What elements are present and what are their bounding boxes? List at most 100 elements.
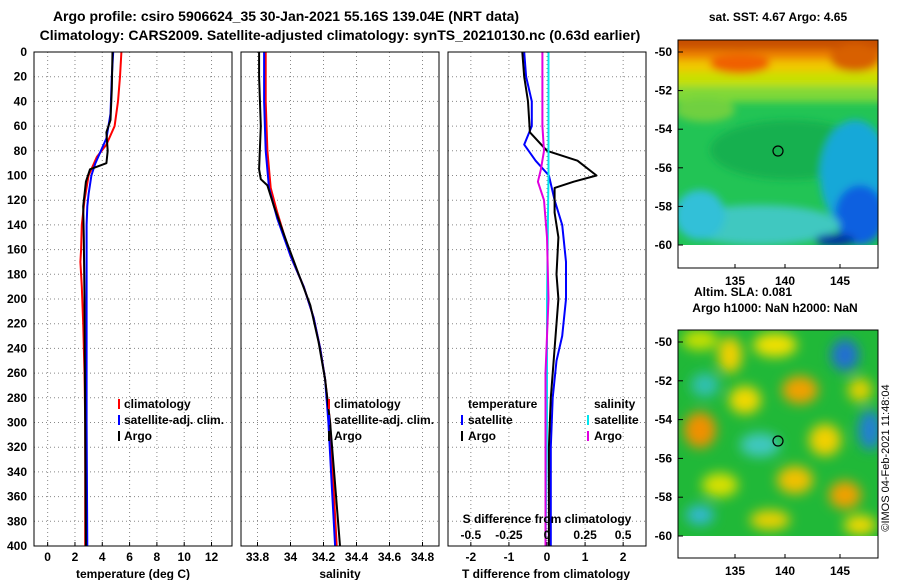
x-tick-label: -1 <box>504 550 515 564</box>
x-tick-label: 34.2 <box>312 550 336 564</box>
sst-map-lat-ticks: -50 -52 -54 -56 -58 -60 <box>655 45 683 252</box>
x-tick-label: 4 <box>99 550 106 564</box>
lat-tick-label: -58 <box>655 490 673 504</box>
depth-tick-label: 20 <box>14 70 28 84</box>
legend-swatch-satellite <box>118 415 120 425</box>
legend-swatch-s-satellite <box>587 415 589 425</box>
depth-tick-label: 340 <box>7 465 27 479</box>
difference-s-ticks: -0.5 -0.25 0 0.25 0.5 <box>461 528 632 542</box>
temperature-legend: climatology satellite-adj. clim. Argo <box>118 397 224 443</box>
salinity-xlabel: salinity <box>319 567 361 580</box>
lat-tick-label: -54 <box>655 413 673 427</box>
series-line-temperature-satellite <box>523 51 567 546</box>
lat-tick-label: -56 <box>655 161 673 175</box>
sst-map-frame <box>677 39 879 269</box>
x-tick-label: 33.8 <box>246 550 270 564</box>
sst-map-image <box>678 40 878 245</box>
lat-tick-label: -52 <box>655 374 673 388</box>
legend-label-t-argo: Argo <box>468 429 496 443</box>
x-tick-label: 2 <box>620 550 627 564</box>
argo-float-marker <box>772 435 784 447</box>
temperature-panel-frame <box>33 51 233 547</box>
legend-swatch-satellite <box>328 415 330 425</box>
difference-top-xlabel: S difference from climatology <box>463 512 632 526</box>
lat-tick-label: -50 <box>655 335 673 349</box>
temperature-xticks: 0 2 4 6 8 10 12 <box>44 542 219 564</box>
temperature-grid <box>34 52 232 546</box>
x-tick-label: 0 <box>44 550 51 564</box>
depth-tick-label: 40 <box>14 94 28 108</box>
difference-legend-salinity: salinity satellite Argo <box>587 397 639 443</box>
depth-tick-label: 100 <box>7 169 27 183</box>
x-tick-label: 34.8 <box>411 550 435 564</box>
x-tick-label: 34.6 <box>378 550 402 564</box>
series-line-salinity-argo <box>536 52 550 546</box>
sla-map-title-line2: Argo h1000: NaN h2000: NaN <box>692 301 857 315</box>
salinity-panel: 33.8 34 34.2 34.4 34.6 34.8 salinity climatol… <box>240 51 440 580</box>
series-line-satellite-adj-clim- <box>263 52 337 547</box>
depth-tick-label: 300 <box>7 416 27 430</box>
depth-tick-label: 160 <box>7 243 27 257</box>
depth-tick-label: 120 <box>7 193 27 207</box>
depth-tick-label: 320 <box>7 440 27 454</box>
legend-label-climatology: climatology <box>334 397 401 411</box>
legend-label-argo: Argo <box>124 429 152 443</box>
salinity-panel-frame <box>240 51 440 547</box>
lat-tick-label: -56 <box>655 451 673 465</box>
x-tick-label: 0 <box>544 550 551 564</box>
imos-credit: ©IMOS 04-Feb-2021 11:48:04 <box>880 384 892 531</box>
salinity-grid <box>241 52 439 546</box>
difference-xticks: -2 -1 0 1 2 <box>466 542 627 564</box>
x-tick-label: 10 <box>178 550 192 564</box>
s-tick-label: 0 <box>544 528 551 542</box>
legend-label-satellite: satellite-adj. clim. <box>334 413 434 427</box>
s-tick-label: -0.25 <box>495 528 523 542</box>
sla-map: Altim. SLA: 0.081 Argo h1000: NaN h2000:… <box>655 285 879 578</box>
depth-tick-label: 260 <box>7 366 27 380</box>
depth-tick-label: 280 <box>7 391 27 405</box>
legend-swatch-t-argo <box>461 431 463 441</box>
difference-xlabel: T difference from climatology <box>462 567 630 580</box>
lon-tick-label: 135 <box>725 274 745 288</box>
s-tick-label: 0.5 <box>615 528 632 542</box>
lat-tick-label: -58 <box>655 199 673 213</box>
lat-tick-label: -52 <box>655 84 673 98</box>
lon-tick-label: 135 <box>725 564 745 578</box>
legend-swatch-s-argo <box>587 431 589 441</box>
figure-title-line1: Argo profile: csiro 5906624_35 30-Jan-20… <box>53 8 519 24</box>
series-line-argo <box>258 52 341 547</box>
legend-swatch-climatology <box>328 399 330 409</box>
depth-tick-label: 360 <box>7 490 27 504</box>
series-line-temperature-argo <box>521 51 598 546</box>
sla-map-title-line1: Altim. SLA: 0.081 <box>694 285 792 299</box>
sst-map-title: sat. SST: 4.67 Argo: 4.65 <box>709 10 848 24</box>
depth-tick-label: 220 <box>7 317 27 331</box>
lon-tick-label: 145 <box>830 564 850 578</box>
series-line-argo <box>82 51 114 547</box>
lat-tick-label: -54 <box>655 122 673 136</box>
depth-tick-label: 200 <box>7 292 27 306</box>
x-tick-label: -2 <box>466 550 477 564</box>
legend-swatch-argo <box>118 431 120 441</box>
legend-swatch-argo <box>328 431 330 441</box>
depth-tick-label: 380 <box>7 514 27 528</box>
x-tick-label: 2 <box>72 550 79 564</box>
legend-label-s-satellite: satellite <box>594 413 639 427</box>
difference-legend-temperature: temperature satellite Argo <box>461 397 538 443</box>
x-tick-label: 1 <box>582 550 589 564</box>
sla-map-frame <box>677 329 879 559</box>
legend-label-s-argo: Argo <box>594 429 622 443</box>
figure-title-line2: Climatology: CARS2009. Satellite-adjuste… <box>40 27 641 43</box>
legend-label-t-satellite: satellite <box>468 413 513 427</box>
sla-map-lon-ticks: 135 140 145 <box>725 554 850 578</box>
lat-tick-label: -60 <box>655 238 673 252</box>
depth-tick-label: 140 <box>7 218 27 232</box>
difference-panel: -2 -1 0 1 2 T difference from climatology S … <box>447 51 647 580</box>
depth-tick-label: 0 <box>20 45 27 59</box>
x-tick-label: 34 <box>284 550 298 564</box>
sst-map: sat. SST: 4.67 Argo: 4.65 -50 <box>655 10 879 288</box>
salinity-lines <box>258 52 341 547</box>
depth-axis-labels: 0 20 40 60 80 100 120 140 160 180 200 220 240 260 280 3… <box>7 45 27 553</box>
legend-swatch-t-satellite <box>461 415 463 425</box>
